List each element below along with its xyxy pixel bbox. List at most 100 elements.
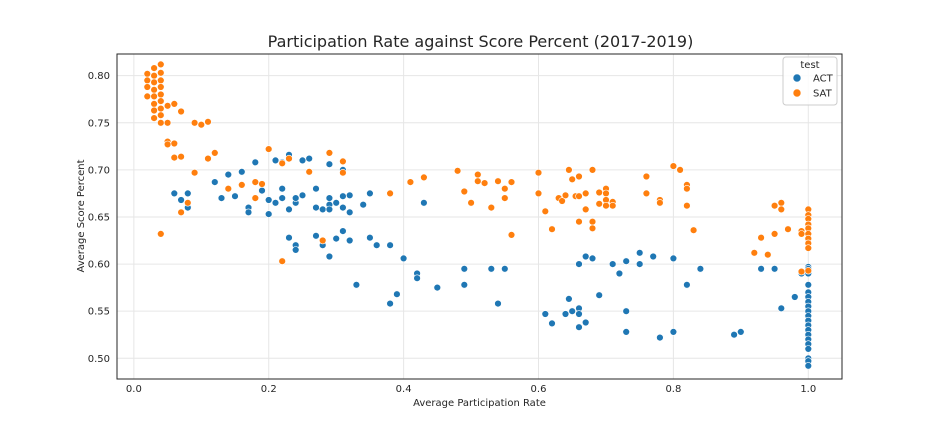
data-point-act xyxy=(258,186,266,195)
data-point-act xyxy=(487,265,495,273)
data-point-sat xyxy=(595,188,603,197)
data-point-act xyxy=(777,304,785,312)
grid xyxy=(117,54,842,379)
y-tick-label: 0.80 xyxy=(88,71,110,82)
data-point-sat xyxy=(150,92,158,101)
data-point-sat xyxy=(777,199,785,207)
data-point-sat xyxy=(588,224,597,233)
data-point-sat xyxy=(501,185,509,193)
data-point-act xyxy=(332,234,340,243)
data-point-act xyxy=(730,331,738,339)
data-point-sat xyxy=(190,169,199,177)
data-point-act xyxy=(494,299,502,308)
data-point-act xyxy=(460,281,468,289)
y-tick-label: 0.60 xyxy=(88,260,110,271)
data-point-sat xyxy=(211,149,219,157)
data-point-act xyxy=(386,299,394,308)
data-point-act xyxy=(804,345,812,353)
data-point-act xyxy=(804,281,812,289)
data-point-act xyxy=(561,310,570,318)
data-point-sat xyxy=(689,226,698,234)
plot-frame xyxy=(116,53,843,380)
data-point-act xyxy=(791,293,799,301)
data-point-sat xyxy=(750,249,758,257)
data-point-act xyxy=(271,199,280,207)
data-point-act xyxy=(211,178,219,186)
data-point-sat xyxy=(386,189,394,198)
data-point-sat xyxy=(278,257,286,265)
data-point-sat xyxy=(406,178,415,186)
data-point-sat xyxy=(507,231,516,239)
legend-title: test xyxy=(800,60,819,71)
ticks: 0.0 0.2 0.4 0.6 0.8 1.0 0.50 0.55 0.60 0.65 0.70 0.… xyxy=(88,71,816,395)
data-point-act xyxy=(278,194,286,202)
data-point-sat xyxy=(480,179,489,187)
data-point-act xyxy=(575,260,583,268)
data-point-sat xyxy=(339,157,347,166)
x-tick-label: 0.8 xyxy=(665,384,681,395)
data-point-act xyxy=(231,192,239,200)
data-point-act xyxy=(359,201,367,209)
data-point-sat xyxy=(278,159,286,168)
chart-title: Participation Rate against Score Percent… xyxy=(268,32,694,51)
data-point-act xyxy=(770,265,779,273)
data-point-act xyxy=(346,208,354,217)
data-point-act xyxy=(224,170,233,179)
data-point-sat xyxy=(157,119,165,127)
data-point-act xyxy=(581,252,590,261)
data-point-sat xyxy=(575,172,583,181)
legend-label-act: ACT xyxy=(813,74,834,85)
data-point-sat xyxy=(764,251,772,259)
data-point-sat xyxy=(757,234,765,242)
data-point-act xyxy=(568,307,576,315)
data-point-sat xyxy=(150,78,158,87)
x-tick-label: 0.0 xyxy=(126,384,142,395)
data-point-act xyxy=(669,328,678,336)
data-point-act xyxy=(393,290,401,298)
data-point-sat xyxy=(325,149,334,157)
data-point-sat xyxy=(258,180,266,188)
data-point-act xyxy=(548,319,556,328)
data-point-act xyxy=(595,291,603,299)
data-point-sat xyxy=(683,202,691,210)
data-point-sat xyxy=(770,230,779,238)
data-point-sat xyxy=(420,173,428,182)
data-point-act xyxy=(271,156,280,165)
data-point-act xyxy=(588,254,597,263)
data-point-act xyxy=(339,227,347,235)
data-point-sat xyxy=(467,199,475,207)
data-point-act xyxy=(285,205,293,214)
data-point-act xyxy=(386,241,394,249)
y-tick-label: 0.75 xyxy=(88,118,110,129)
data-point-sat xyxy=(568,175,576,184)
data-point-sat xyxy=(157,97,165,105)
data-point-act xyxy=(325,252,334,261)
x-tick-label: 0.4 xyxy=(396,384,412,395)
data-point-sat xyxy=(558,197,566,205)
data-point-sat xyxy=(575,192,583,200)
data-point-sat xyxy=(474,177,482,185)
data-point-sat xyxy=(676,166,684,174)
data-point-sat xyxy=(575,218,583,226)
data-point-sat xyxy=(157,60,165,69)
x-axis-label: Average Participation Rate xyxy=(413,398,546,409)
data-point-act xyxy=(251,158,260,167)
data-point-sat xyxy=(150,64,158,72)
data-point-sat xyxy=(797,267,806,276)
data-point-sat xyxy=(143,83,152,91)
data-point-sat xyxy=(534,189,543,198)
data-point-act xyxy=(615,269,624,278)
data-point-sat xyxy=(453,167,462,175)
data-point-sat xyxy=(319,236,327,245)
data-point-sat xyxy=(608,202,617,210)
x-tick-label: 0.2 xyxy=(261,384,277,395)
data-point-sat xyxy=(494,177,502,185)
legend-marker-sat xyxy=(792,88,802,98)
data-point-act xyxy=(352,281,361,289)
data-point-act xyxy=(581,318,590,327)
data-point-act xyxy=(298,156,307,165)
data-point-act xyxy=(575,310,583,318)
data-point-sat xyxy=(602,202,610,210)
data-point-act xyxy=(683,281,691,289)
data-point-act xyxy=(285,234,293,242)
